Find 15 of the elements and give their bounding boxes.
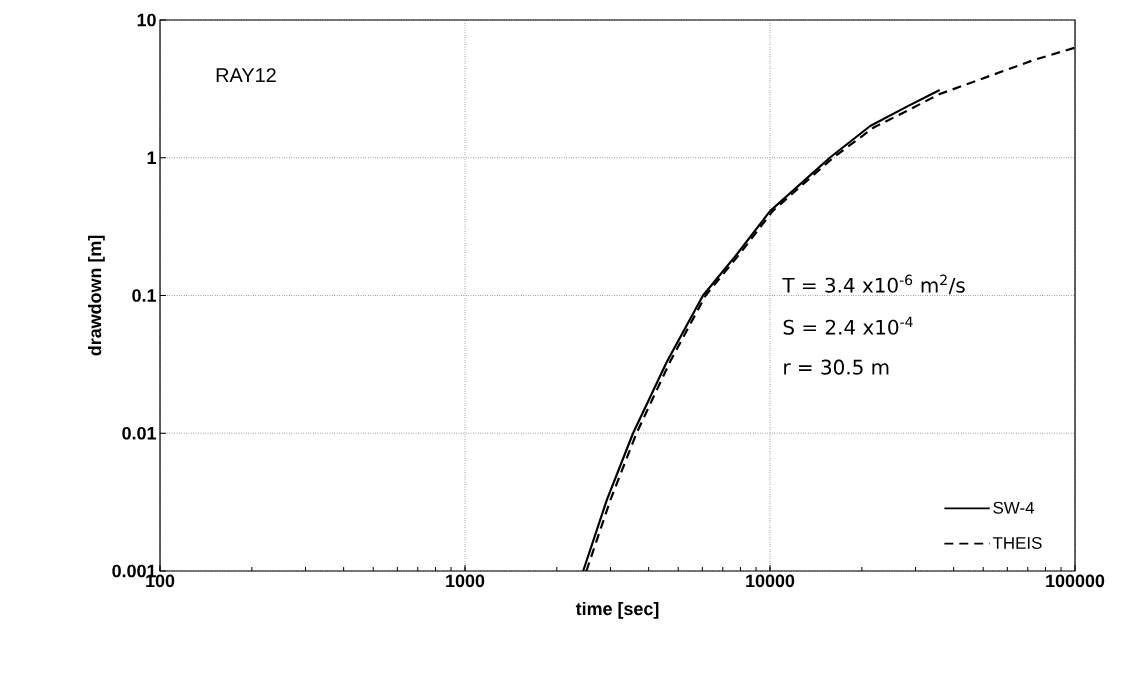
legend-label: SW-4: [993, 501, 1035, 514]
y-tick-label: 0.1: [132, 289, 157, 302]
annotation: RAY12: [216, 68, 276, 83]
x-tick-label: 100000: [1046, 574, 1105, 588]
y-tick-label: 1: [147, 151, 157, 164]
annotation: S = 2.4 x10$^{-4}$: [783, 316, 913, 335]
x-tick-label: 1000: [446, 574, 485, 588]
y-tick-label: 0.01: [122, 426, 157, 440]
x-axis-title: time [sec]: [575, 602, 659, 619]
legend-label: THEIS: [992, 536, 1042, 549]
y-tick-label: 10: [137, 13, 156, 27]
y-axis-title: drawdown [m]: [88, 235, 105, 356]
x-tick-label: 10000: [746, 574, 795, 588]
annotation: T = 3.4 x10$^{-6}$ m$^{2}$/s: [782, 274, 965, 295]
annotation: r = 30.5 m: [784, 359, 889, 375]
